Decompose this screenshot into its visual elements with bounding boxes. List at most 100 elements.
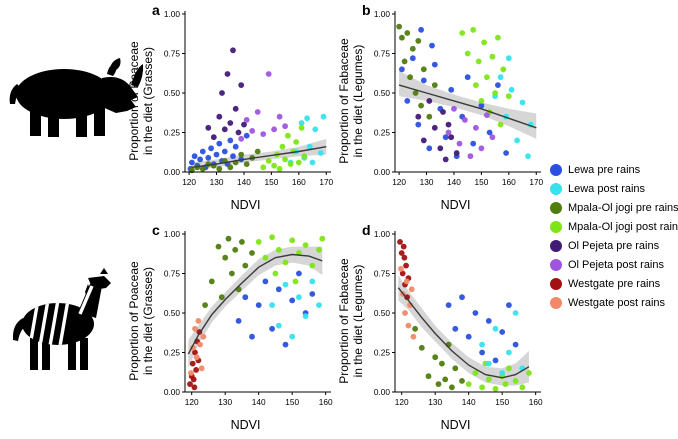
data-point xyxy=(403,278,410,285)
data-point xyxy=(465,381,472,387)
data-point xyxy=(479,341,485,348)
legend-label: Ol Pejeta pre rains xyxy=(568,239,660,252)
data-point xyxy=(309,291,316,297)
data-point xyxy=(519,99,526,106)
data-point xyxy=(275,286,282,293)
data-point xyxy=(497,74,504,81)
data-point xyxy=(401,58,408,65)
x-axis-label-c: NDVI xyxy=(230,418,261,432)
data-point xyxy=(500,66,507,73)
data-point xyxy=(485,360,492,367)
data-point xyxy=(437,145,444,152)
data-point xyxy=(420,77,427,84)
data-point xyxy=(415,38,422,44)
y-axis-label-line2: in the diet (Legumes) xyxy=(350,44,365,158)
data-point xyxy=(192,349,198,356)
data-point xyxy=(232,246,239,253)
data-point xyxy=(502,381,509,387)
x-tick-label: 140 xyxy=(252,397,266,407)
data-point xyxy=(227,137,234,144)
data-point xyxy=(448,134,455,141)
y-tick-label: 0.00 xyxy=(164,167,181,177)
data-point xyxy=(426,98,433,104)
data-point xyxy=(249,128,256,134)
data-point xyxy=(489,53,496,60)
data-point xyxy=(198,365,205,372)
data-point xyxy=(269,234,275,241)
data-point xyxy=(254,109,261,115)
data-point xyxy=(218,294,225,301)
data-point xyxy=(489,134,496,141)
y-axis-label-line1: Proportion of Fabaceae xyxy=(337,258,351,384)
data-point xyxy=(485,376,492,383)
y-axis-label-d: Proportion of Fabaceae in the diet (Legu… xyxy=(337,228,370,414)
data-point xyxy=(208,278,215,285)
legend-label: Mpala-Ol jogi pre rains xyxy=(568,201,678,214)
y-tick-label: 0.25 xyxy=(374,128,391,138)
data-point xyxy=(275,322,282,329)
data-point xyxy=(505,55,512,62)
legend-label: Lewa pre rains xyxy=(568,163,641,176)
data-point xyxy=(459,30,466,36)
data-point xyxy=(289,297,296,304)
data-point xyxy=(519,384,526,391)
data-point xyxy=(464,74,471,81)
data-point xyxy=(479,349,485,356)
data-point xyxy=(485,318,492,324)
y-axis-label-line1: Proportion of Fabaceae xyxy=(337,38,351,164)
data-point xyxy=(238,82,245,88)
legend-marker-icon xyxy=(550,239,562,252)
legend-label: Ol Pejeta post rains xyxy=(568,258,664,271)
data-point xyxy=(293,139,299,145)
y-axis-label-line1: Proportion of Poaceae xyxy=(127,41,141,161)
data-point xyxy=(309,262,316,269)
data-point xyxy=(465,333,472,340)
scatter-plot-a: 0.00 0.25 0.50 0.75 1.00 120 130 140 150 160 170 xyxy=(164,9,333,187)
data-point xyxy=(224,71,231,77)
data-point xyxy=(452,365,459,372)
data-point xyxy=(304,115,310,122)
data-point xyxy=(287,161,294,168)
data-point xyxy=(302,242,309,248)
x-tick-label: 160 xyxy=(319,397,333,407)
data-point xyxy=(492,385,499,392)
panel-label-d: d xyxy=(362,222,371,238)
data-point xyxy=(442,134,449,141)
data-point xyxy=(208,145,214,152)
x-tick-label: 170 xyxy=(529,177,543,187)
data-point xyxy=(219,90,225,96)
data-point xyxy=(399,66,405,73)
x-tick-label: 140 xyxy=(447,177,461,187)
data-point xyxy=(435,381,442,387)
data-point xyxy=(400,243,407,250)
data-point xyxy=(188,370,194,376)
data-point xyxy=(401,254,408,261)
legend-marker-icon xyxy=(550,220,562,233)
data-point xyxy=(425,373,432,380)
data-point xyxy=(514,137,520,144)
data-point xyxy=(467,153,474,160)
y-axis-label-line1: Proportion of Poaceae xyxy=(127,261,141,381)
data-point xyxy=(260,131,267,137)
data-point xyxy=(205,124,212,131)
legend-marker-icon xyxy=(550,296,562,309)
data-point xyxy=(276,113,283,120)
legend-item-lewa-pre: Lewa pre rains xyxy=(550,160,678,179)
data-point xyxy=(402,310,408,316)
data-point xyxy=(478,98,485,104)
data-point xyxy=(399,270,406,277)
data-point xyxy=(262,278,269,285)
data-point xyxy=(238,151,245,158)
data-point xyxy=(320,113,327,120)
data-point xyxy=(197,341,203,348)
data-point xyxy=(190,376,197,383)
x-tick-label: 120 xyxy=(395,397,409,407)
data-point xyxy=(456,140,463,147)
data-point xyxy=(442,156,449,163)
data-point xyxy=(249,333,255,340)
data-point xyxy=(216,165,223,172)
x-tick-label: 120 xyxy=(182,177,196,187)
data-point xyxy=(429,42,435,49)
data-point xyxy=(412,325,418,332)
y-tick-label: 0.25 xyxy=(374,348,391,358)
